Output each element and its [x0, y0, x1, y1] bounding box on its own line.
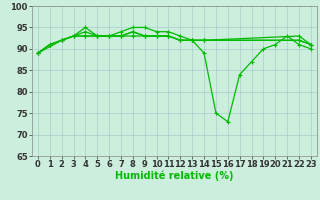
X-axis label: Humidité relative (%): Humidité relative (%)	[115, 171, 234, 181]
